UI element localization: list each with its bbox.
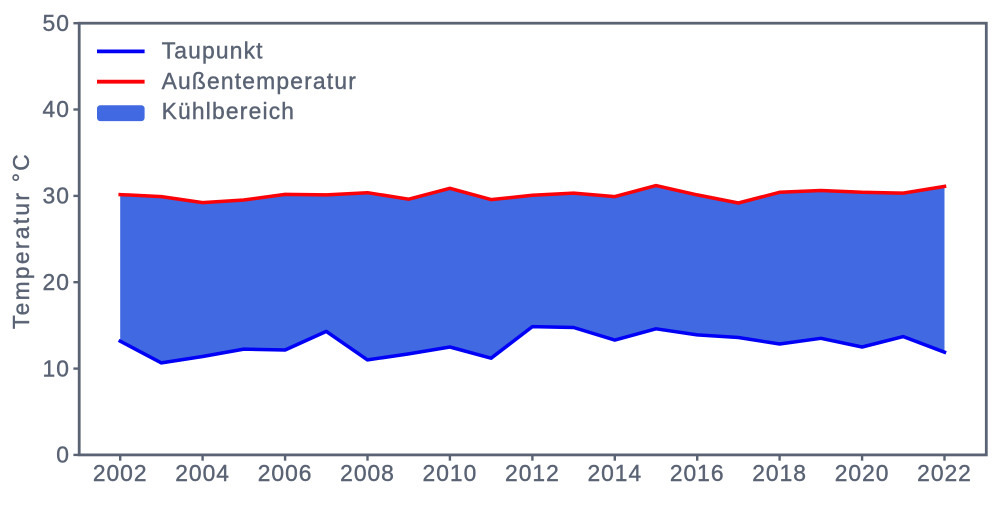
svg-text:2004: 2004 [175,460,230,486]
svg-text:10: 10 [43,355,70,381]
svg-text:Temperatur °C: Temperatur °C [8,152,34,329]
svg-text:2014: 2014 [587,460,642,486]
svg-text:30: 30 [43,183,70,209]
svg-text:40: 40 [43,96,70,122]
svg-text:2020: 2020 [835,460,890,486]
svg-text:Außentemperatur: Außentemperatur [162,68,357,94]
svg-text:Kühlbereich: Kühlbereich [162,98,296,124]
svg-text:2018: 2018 [752,460,807,486]
svg-text:2002: 2002 [93,460,148,486]
svg-text:50: 50 [43,10,70,36]
svg-text:2022: 2022 [917,460,972,486]
svg-text:0: 0 [56,442,70,468]
svg-text:2012: 2012 [505,460,560,486]
svg-text:2016: 2016 [670,460,725,486]
svg-text:2008: 2008 [340,460,395,486]
svg-text:2010: 2010 [423,460,478,486]
svg-text:Taupunkt: Taupunkt [162,38,264,64]
svg-text:20: 20 [43,269,70,295]
svg-text:2006: 2006 [258,460,313,486]
